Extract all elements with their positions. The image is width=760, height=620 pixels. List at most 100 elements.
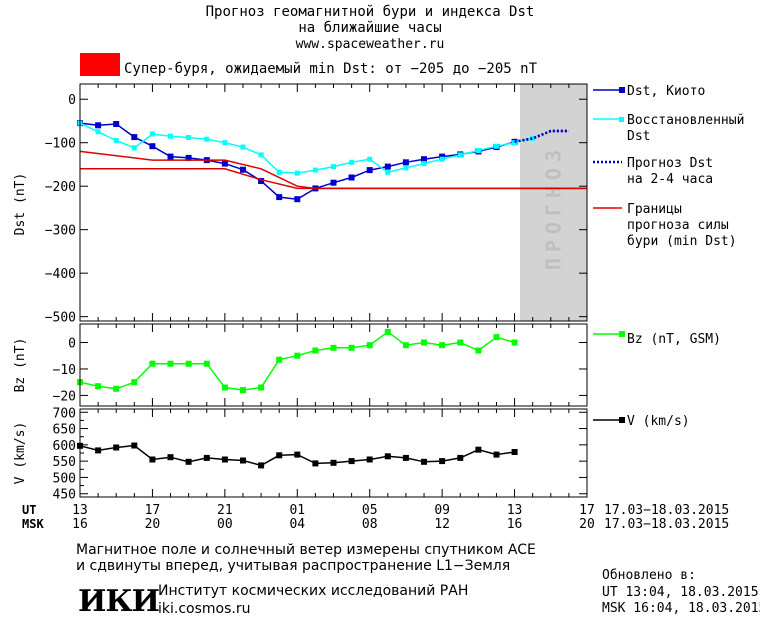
dst-ytick-label: −500 [45, 311, 76, 326]
dst-point-kyoto [221, 160, 228, 167]
bz-point-bz [167, 360, 174, 367]
v-ytick-label: 700 [53, 406, 76, 421]
dst-point-restored [457, 152, 463, 158]
dst-point-kyoto [402, 159, 409, 166]
dst-point-restored [240, 144, 246, 150]
v-point-v [131, 442, 138, 449]
bz-point-bz [276, 356, 283, 363]
bz-point-bz [131, 379, 138, 386]
dst-frame [79, 83, 588, 322]
bz-point-bz [221, 384, 228, 391]
dst-point-restored [331, 164, 336, 170]
legend-restored-label-2: Dst [627, 129, 650, 144]
updated-msk: MSK 16:04, 18.03.2015 [602, 601, 760, 616]
source-url[interactable]: www.spaceweather.ru [295, 37, 445, 52]
bz-point-bz [113, 385, 120, 392]
v-point-v [384, 453, 391, 460]
dst-point-kyoto [384, 163, 391, 170]
dst-point-kyoto [294, 196, 301, 203]
dst-point-restored [258, 152, 264, 158]
v-point-v [312, 460, 319, 467]
dst-point-restored [439, 156, 445, 162]
v-point-v [167, 454, 174, 461]
institute-name: Институт космических исследований РАН [158, 583, 469, 599]
dst-point-restored [168, 133, 173, 139]
bz-point-bz [185, 360, 192, 367]
bz-point-bz [366, 342, 373, 349]
institute-url[interactable]: iki.cosmos.ru [158, 601, 251, 617]
legend-kyoto-marker [619, 87, 625, 93]
bz-point-bz [384, 328, 391, 335]
msk-tick-label: 00 [217, 517, 233, 532]
bz-point-bz [330, 344, 337, 351]
bz-point-bz [203, 360, 210, 367]
dst-point-kyoto [330, 179, 337, 186]
dst-ytick-label: −400 [45, 267, 76, 282]
v-point-v [457, 454, 464, 461]
dst-series-bound-lower [80, 168, 587, 190]
dst-series-forecast [514, 129, 569, 144]
bz-point-bz [493, 334, 500, 341]
updated-ut: UT 13:04, 18.03.2015 [602, 585, 759, 600]
bz-point-bz [149, 360, 156, 367]
bz-point-bz [511, 339, 518, 346]
dst-point-restored [204, 136, 210, 142]
v-point-v [113, 444, 120, 451]
dst-ytick-label: −100 [45, 137, 76, 152]
v-point-v [439, 458, 446, 465]
dst-point-kyoto [167, 153, 174, 160]
v-axis-label: V (km/s) [13, 422, 28, 485]
v-point-v [475, 446, 482, 453]
title-line-2: на ближайшие часы [298, 20, 442, 36]
ut-tick-label: 01 [289, 503, 305, 518]
ut-date-range: 17.03−18.03.2015 [604, 503, 729, 518]
dst-ytick-label: −300 [45, 224, 76, 239]
legend-kyoto-label: Dst, Киото [627, 84, 705, 99]
bz-point-bz [348, 344, 355, 351]
storm-color-swatch [80, 53, 120, 76]
forecast-band-label: ПРОГНОЗ [542, 144, 566, 270]
v-point-v [493, 451, 500, 458]
v-point-v [330, 459, 337, 466]
bz-point-bz [294, 352, 301, 359]
dst-ytick-label: −200 [45, 180, 76, 195]
bz-point-bz [475, 347, 482, 354]
legend-bz: Bz (nT, GSM) [593, 331, 721, 347]
dst-point-kyoto [240, 166, 246, 173]
msk-tick-label: 16 [72, 517, 88, 532]
v-point-v [348, 458, 355, 465]
legend-bounds: Границы прогноза силы бури (min Dst) [593, 202, 737, 249]
legend-forecast-label-1: Прогноз Dst [627, 156, 713, 171]
bz-panel: 0 −10 −20 Bz (nT) [13, 323, 588, 407]
dst-point-restored [530, 135, 536, 141]
msk-tick-label: 16 [507, 517, 523, 532]
bz-point-bz [457, 339, 464, 346]
bz-ytick-label: −20 [53, 389, 76, 404]
msk-tick-label: 12 [434, 517, 450, 532]
v-ytick-label: 600 [53, 439, 76, 454]
msk-tick-label: 20 [145, 517, 161, 532]
dst-point-restored [222, 140, 228, 146]
bz-point-bz [421, 339, 427, 346]
legend-bounds-label-3: бури (min Dst) [627, 234, 737, 249]
legend-restored-marker [619, 117, 624, 122]
v-ytick-label: 650 [53, 423, 76, 438]
legend-v-marker [619, 417, 625, 423]
bz-point-bz [95, 383, 102, 390]
msk-tick-label: 08 [362, 517, 378, 532]
dst-point-kyoto [149, 143, 156, 150]
v-point-v [221, 456, 228, 463]
v-ytick-label: 450 [53, 488, 76, 503]
dst-point-restored [512, 140, 518, 146]
bz-point-bz [439, 342, 446, 349]
dst-panel: ПРОГНОЗ 0 −100 −200 −300 −400 −500 Dst (nT) [13, 83, 588, 326]
dst-point-restored [131, 145, 137, 151]
v-point-v [149, 456, 156, 463]
dst-point-restored [403, 165, 409, 171]
dst-axis-label: Dst (nT) [13, 173, 28, 236]
v-ytick-label: 550 [53, 455, 76, 470]
dst-point-restored [494, 143, 499, 149]
legend: Dst, Киото Восстановленный Dst Прогноз D… [593, 84, 744, 429]
dst-series-restored [79, 122, 533, 174]
